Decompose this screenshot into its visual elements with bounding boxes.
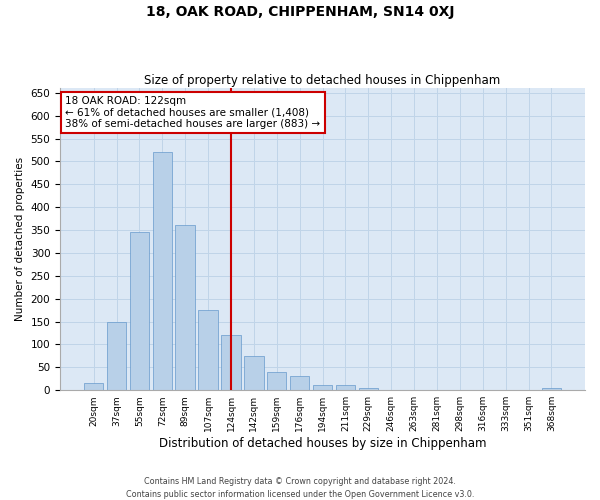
Bar xyxy=(152,152,172,390)
Bar xyxy=(130,232,149,390)
Text: Contains HM Land Registry data © Crown copyright and database right 2024.
Contai: Contains HM Land Registry data © Crown c… xyxy=(126,478,474,499)
Bar xyxy=(244,356,263,390)
Bar xyxy=(175,226,195,390)
Text: 18 OAK ROAD: 122sqm
← 61% of detached houses are smaller (1,408)
38% of semi-det: 18 OAK ROAD: 122sqm ← 61% of detached ho… xyxy=(65,96,320,129)
Bar xyxy=(313,384,332,390)
Bar xyxy=(335,384,355,390)
Bar xyxy=(84,384,103,390)
X-axis label: Distribution of detached houses by size in Chippenham: Distribution of detached houses by size … xyxy=(159,437,486,450)
Text: 18, OAK ROAD, CHIPPENHAM, SN14 0XJ: 18, OAK ROAD, CHIPPENHAM, SN14 0XJ xyxy=(146,5,454,19)
Title: Size of property relative to detached houses in Chippenham: Size of property relative to detached ho… xyxy=(145,74,500,87)
Bar xyxy=(267,372,286,390)
Bar xyxy=(542,388,561,390)
Bar xyxy=(107,322,126,390)
Bar xyxy=(199,310,218,390)
Bar xyxy=(221,336,241,390)
Bar xyxy=(359,388,378,390)
Y-axis label: Number of detached properties: Number of detached properties xyxy=(15,157,25,322)
Bar xyxy=(290,376,310,390)
